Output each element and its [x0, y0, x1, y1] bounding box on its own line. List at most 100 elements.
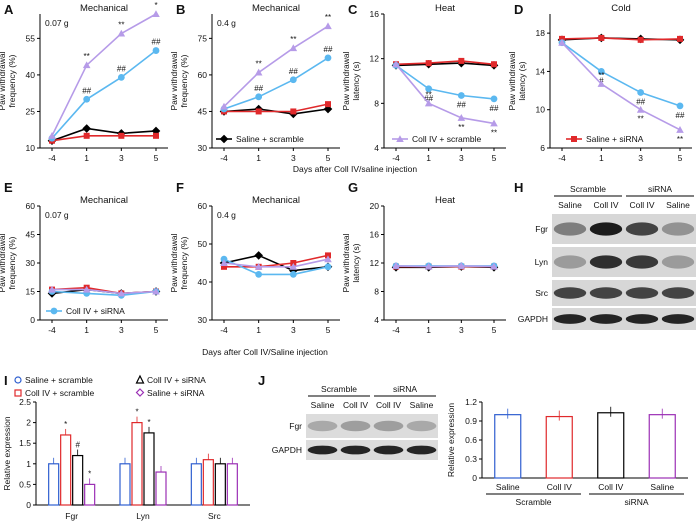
data-point-coll-iv-scramble — [392, 262, 400, 269]
legend-marker — [14, 376, 22, 384]
series-line-saline-sirna — [224, 103, 329, 113]
blot-group-label: siRNA — [648, 184, 672, 194]
chart-title: Mechanical — [252, 3, 300, 14]
series-line-coll-iv-scramble — [52, 288, 157, 295]
data-point-saline-sirna — [677, 35, 683, 42]
significance-marker: ## — [676, 111, 685, 120]
blot-lane-label: Saline — [311, 400, 335, 410]
blot-group-label: Scramble — [321, 384, 357, 394]
significance-marker: ## — [254, 84, 263, 93]
data-point-coll-iv-scramble — [289, 263, 298, 270]
data-point-coll-iv-scramble — [48, 285, 56, 293]
y-tick-label: 45 — [26, 230, 36, 240]
blot-row-label: Lyn — [535, 257, 549, 267]
significance-marker: ** — [325, 13, 331, 22]
data-point-coll-iv-scramble — [424, 99, 433, 107]
blot-band — [625, 255, 659, 269]
panel-label-e: E — [4, 180, 13, 195]
chart-annotation: 0.4 g — [217, 210, 236, 220]
significance-marker: * — [135, 408, 138, 417]
y-tick-label: 0 — [26, 500, 31, 510]
legend-label: Saline + scramble — [236, 134, 304, 144]
legend-label: Saline + scramble — [25, 375, 93, 385]
chart-title: Mechanical — [252, 195, 300, 206]
bar — [545, 415, 573, 479]
data-point-coll-iv-scramble — [636, 105, 645, 113]
panel-label-c: C — [348, 2, 358, 17]
blot-band — [307, 420, 338, 432]
significance-marker: ** — [458, 123, 464, 132]
x-tick-label: -4 — [220, 153, 228, 163]
significance-marker: ** — [256, 59, 262, 68]
x-tick-label: -4 — [48, 325, 56, 335]
x-tick-label: 1 — [426, 325, 431, 335]
x-tick-label: 5 — [678, 153, 683, 163]
data-point-saline-sirna — [425, 60, 432, 67]
x-tick-label: 5 — [154, 325, 159, 335]
x-tick-label: -4 — [220, 325, 228, 335]
panel-label-f: F — [176, 180, 184, 195]
x-tick-label: 5 — [154, 153, 159, 163]
series-line-saline-scramble — [51, 127, 157, 142]
data-point-saline-sirna — [290, 108, 297, 115]
data-point-coll-iv-scramble — [254, 263, 263, 270]
data-point-coll-iv-scramble — [117, 29, 126, 37]
data-point-coll-iv-scramble — [152, 287, 160, 295]
y-tick-label: 15 — [26, 287, 36, 297]
y-axis-label-line2: frequency (%) — [7, 236, 17, 289]
y-axis-label-line1: Paw withdrawal — [341, 51, 351, 110]
chart-panel-f: Mechanical 0.4 g 30 40 50 60 -4 1 3 5 Paw withdraw… — [169, 195, 340, 335]
significance-marker: ## — [117, 64, 126, 73]
series-line-coll-iv-sirna — [395, 64, 495, 100]
y-tick-label: 60 — [198, 201, 208, 211]
x-tick-label: 3 — [459, 153, 464, 163]
data-point-coll-iv-sirna — [490, 95, 498, 103]
blot-group-label: Scramble — [570, 184, 606, 194]
panel-label-i: I — [4, 373, 8, 388]
data-point-coll-iv-scramble — [324, 255, 332, 263]
x-tick-label: 1 — [256, 325, 261, 335]
data-point-coll-iv-scramble — [117, 289, 126, 297]
significance-marker: ** — [491, 128, 497, 137]
significance-marker: ## — [82, 86, 91, 95]
legend-label: Coll IV + siRNA — [147, 375, 206, 385]
western-blot-h: Scramble siRNA Saline Coll IV Coll IV Saline F… — [518, 184, 696, 330]
bar-saline-sirna — [155, 471, 167, 506]
data-point-saline-sirna — [255, 108, 262, 115]
blot-band — [589, 314, 623, 324]
blot-band — [661, 314, 695, 324]
bar-coll-iv-sirna — [214, 463, 226, 506]
x-tick-label: -4 — [392, 325, 400, 335]
data-point-coll-iv-sirna — [637, 89, 645, 96]
y-tick-label: 2.5 — [19, 397, 31, 407]
data-point-coll-iv-scramble — [558, 38, 566, 46]
x-tick-label: 1 — [426, 153, 431, 163]
legend-marker — [571, 136, 577, 142]
bar-coll-iv-scramble — [202, 459, 214, 506]
blot-strip-lyn — [552, 247, 696, 277]
y-tick-label: 0.6 — [465, 435, 477, 445]
significance-marker: ** — [598, 71, 604, 80]
x-tick-label: Coll IV — [547, 482, 572, 492]
y-tick-label: 18 — [536, 28, 546, 38]
x-tick-label: -4 — [48, 153, 56, 163]
chart-title: Heat — [435, 195, 455, 206]
series-line-coll-iv-sirna — [561, 42, 681, 107]
chart-annotation: 0.07 g — [45, 18, 69, 28]
data-point-saline-sirna — [325, 101, 331, 108]
y-tick-label: 16 — [370, 9, 380, 19]
significance-marker: * — [147, 418, 150, 427]
series-line-coll-iv-scramble — [223, 25, 329, 108]
x-tick-label: Saline — [496, 482, 520, 492]
series-line-coll-iv-scramble — [223, 258, 329, 268]
blot-band — [553, 222, 587, 236]
data-point-coll-iv-scramble — [392, 60, 400, 68]
data-point-saline-sirna — [637, 36, 644, 43]
panel-label-d: D — [514, 2, 523, 17]
blot-band — [406, 445, 437, 455]
significance-marker: * — [154, 1, 157, 10]
y-axis-label-line2: frequency (%) — [179, 54, 189, 107]
data-point-saline-scramble — [254, 251, 263, 260]
series-line-coll-iv-sirna — [51, 290, 157, 297]
blot-row-label: GAPDH — [272, 445, 302, 455]
